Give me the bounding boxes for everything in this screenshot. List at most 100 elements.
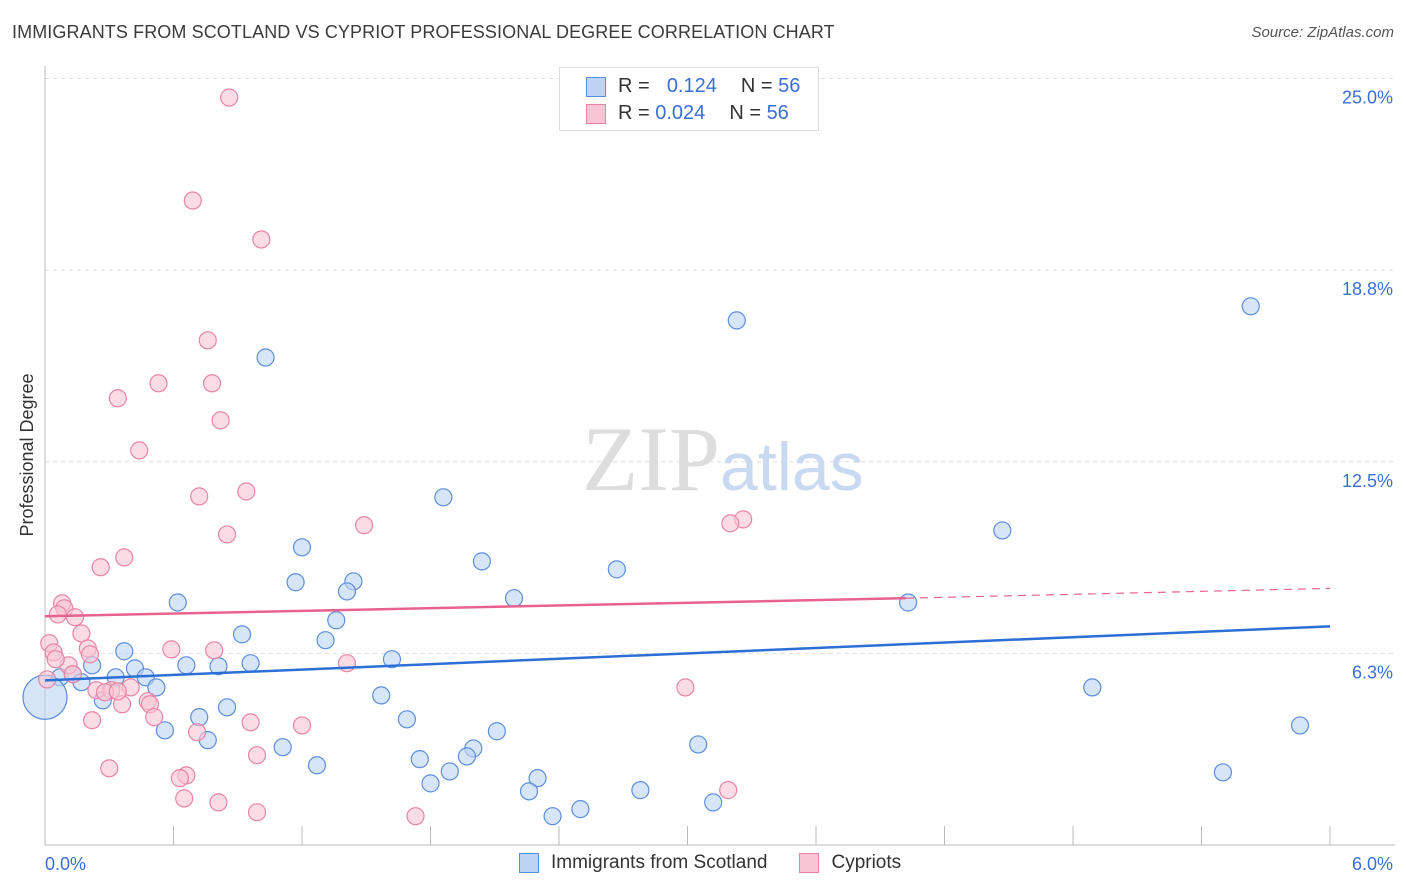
cypriot-point <box>108 682 127 701</box>
scotland-point <box>689 735 708 754</box>
cypriot-point <box>247 803 267 822</box>
scotland-point <box>472 552 491 571</box>
cypriot-point <box>217 525 237 544</box>
scotland-point <box>631 781 650 800</box>
series-legend: Immigrants from Scotland Cypriots <box>519 852 901 874</box>
scotland-point <box>528 769 547 788</box>
cypriot-point <box>175 789 194 808</box>
scotland-point <box>434 488 453 507</box>
cypriot-point <box>65 608 85 627</box>
blue-swatch <box>586 76 606 97</box>
cypriot-point <box>676 678 695 697</box>
scotland-point <box>155 721 175 740</box>
cypriot-point <box>237 482 256 501</box>
r-label: R = <box>618 75 650 97</box>
scotland-point <box>543 807 562 826</box>
n-value: 56 <box>778 75 801 97</box>
cypriot-point <box>48 605 67 624</box>
r-value: 0.124 <box>666 75 717 97</box>
legend-cypriots: Cypriots <box>831 852 902 873</box>
scotland-point <box>1213 763 1233 782</box>
scotland-point <box>487 722 506 741</box>
cypriot-point <box>100 759 119 778</box>
scotland-point <box>168 593 187 612</box>
y-tick-label: 25.0% <box>1342 88 1393 108</box>
scotland-point <box>1290 716 1310 735</box>
x-tick-label: 6.0% <box>1352 854 1393 874</box>
cypriot-point <box>72 624 91 643</box>
scotland-point <box>607 560 626 579</box>
y-axis-label: Professional Degree <box>17 373 37 536</box>
y-tick-label: 18.8% <box>1342 279 1393 299</box>
pink-swatch <box>586 103 606 124</box>
scotland-point <box>571 800 590 819</box>
cypriot-point <box>406 807 425 826</box>
pink-swatch <box>799 853 820 873</box>
cypriot-point <box>187 723 207 742</box>
legend-row-cypriots: R = 0.024 N = 56 <box>586 100 789 127</box>
cypriot-point <box>292 716 312 735</box>
cypriot-point <box>220 88 239 107</box>
scotland-point <box>307 756 327 775</box>
scotland-point <box>704 793 723 812</box>
cypriot-point <box>170 769 190 788</box>
cypriot-point <box>205 641 224 660</box>
cypriot-point <box>46 650 65 669</box>
scotland-point <box>421 774 440 793</box>
scotland-point <box>256 348 275 367</box>
cypriot-point <box>91 558 110 577</box>
cypriot-point <box>83 711 102 730</box>
scotland-point <box>286 573 305 592</box>
cypriot-point <box>80 645 100 664</box>
scotland-point <box>504 589 524 608</box>
cypriot-point <box>145 708 164 727</box>
r-value: 0.024 <box>655 102 706 124</box>
n-label: N = <box>740 75 773 97</box>
n-value: 56 <box>766 102 789 124</box>
scotland-point <box>327 611 346 630</box>
scotland-point <box>232 625 252 644</box>
scotland-point <box>993 521 1012 540</box>
scotland-point <box>241 654 260 673</box>
cypriot-point <box>108 389 127 408</box>
cypriot-trend-extension <box>905 587 1331 599</box>
watermark-zip: ZIP <box>582 408 720 510</box>
source-label: Source: ZipAtlas.com <box>1251 24 1394 41</box>
scotland-point <box>177 656 196 675</box>
scotland-point <box>372 686 391 705</box>
scotland-point <box>727 311 746 330</box>
cypriot-point <box>115 548 134 567</box>
scotland-point <box>190 708 209 727</box>
scotland-trend-line <box>44 625 1331 682</box>
cypriot-point <box>198 331 217 350</box>
scotland-point <box>382 650 402 669</box>
cypriot-point <box>241 713 260 732</box>
cypriot-point <box>719 781 738 800</box>
scotland-point <box>457 747 477 766</box>
scotland-point <box>273 738 292 757</box>
scotland-point <box>898 593 918 612</box>
cypriot-point <box>355 516 374 535</box>
cypriot-point <box>252 230 271 249</box>
legend-row-scotland: R = 0.124 N = 56 <box>586 73 800 100</box>
cypriot-point <box>211 411 230 430</box>
scotland-point <box>440 762 459 781</box>
scotland-point <box>292 538 312 557</box>
cypriot-point <box>190 487 209 506</box>
scotland-point <box>1083 678 1102 697</box>
scotland-point <box>410 750 429 769</box>
cypriot-point <box>721 514 740 533</box>
cypriot-point <box>202 374 222 393</box>
scotland-point <box>147 678 166 697</box>
scotland-point <box>1241 297 1260 316</box>
cypriot-point <box>130 441 149 460</box>
watermark-atlas: atlas <box>720 429 864 505</box>
correlation-legend: R = 0.124 N = 56 R = 0.024 N = 56 <box>559 67 819 131</box>
cypriot-point <box>183 191 202 210</box>
cypriot-point <box>162 640 181 659</box>
scotland-point <box>397 710 417 729</box>
y-tick-label: 6.3% <box>1352 662 1393 682</box>
n-label: N = <box>729 102 761 124</box>
